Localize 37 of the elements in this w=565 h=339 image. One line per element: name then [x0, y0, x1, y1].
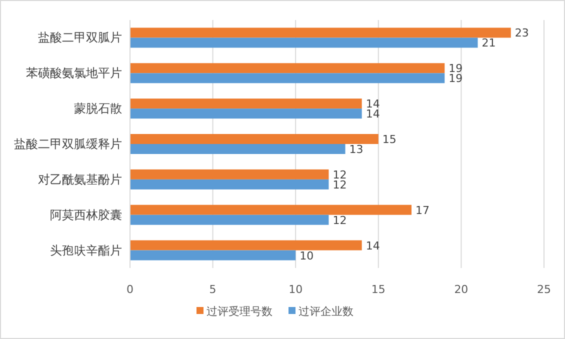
- bar: [130, 28, 511, 38]
- data-label: 21: [482, 36, 496, 50]
- bar: [130, 214, 329, 225]
- bar: [130, 204, 412, 215]
- y-tick-label: 盐酸二甲双胍片: [38, 30, 122, 45]
- bar: [130, 169, 329, 180]
- x-tick-label: 5: [209, 283, 216, 296]
- bar: [130, 240, 362, 250]
- bar: [130, 38, 478, 48]
- data-label: 15: [382, 133, 396, 146]
- y-tick-label: 对乙酰氨基酚片: [38, 172, 122, 186]
- bar: [130, 144, 346, 154]
- y-tick-label: 盐酸二甲双胍缓释片: [14, 137, 122, 151]
- bar: [130, 108, 362, 119]
- x-tick-label: 10: [288, 283, 303, 296]
- x-tick-label: 25: [537, 283, 551, 296]
- y-tick-label: 蒙脱石散: [74, 102, 122, 116]
- bar: [130, 98, 362, 109]
- bar: [130, 134, 378, 144]
- data-label: 12: [332, 214, 347, 227]
- bar: [130, 250, 296, 260]
- bar: [130, 63, 445, 74]
- x-tick-label: 15: [371, 283, 386, 296]
- data-label: 17: [416, 204, 430, 217]
- bar: [130, 179, 329, 190]
- data-label: 23: [514, 26, 529, 40]
- legend-label: 过评受理号数: [206, 305, 272, 318]
- legend-label: 过评企业数: [298, 305, 354, 318]
- x-tick-label: 20: [454, 283, 468, 296]
- data-label: 10: [300, 249, 314, 262]
- y-tick-label: 头孢呋辛酯片: [50, 243, 122, 258]
- data-label: 14: [366, 239, 380, 252]
- data-label: 13: [349, 143, 364, 156]
- y-tick-label: 苯磺酸氨氯地平片: [26, 66, 122, 80]
- y-tick-label: 阿莫西林胶囊: [50, 208, 122, 222]
- x-tick-label: 0: [126, 283, 134, 296]
- bar: [130, 73, 445, 84]
